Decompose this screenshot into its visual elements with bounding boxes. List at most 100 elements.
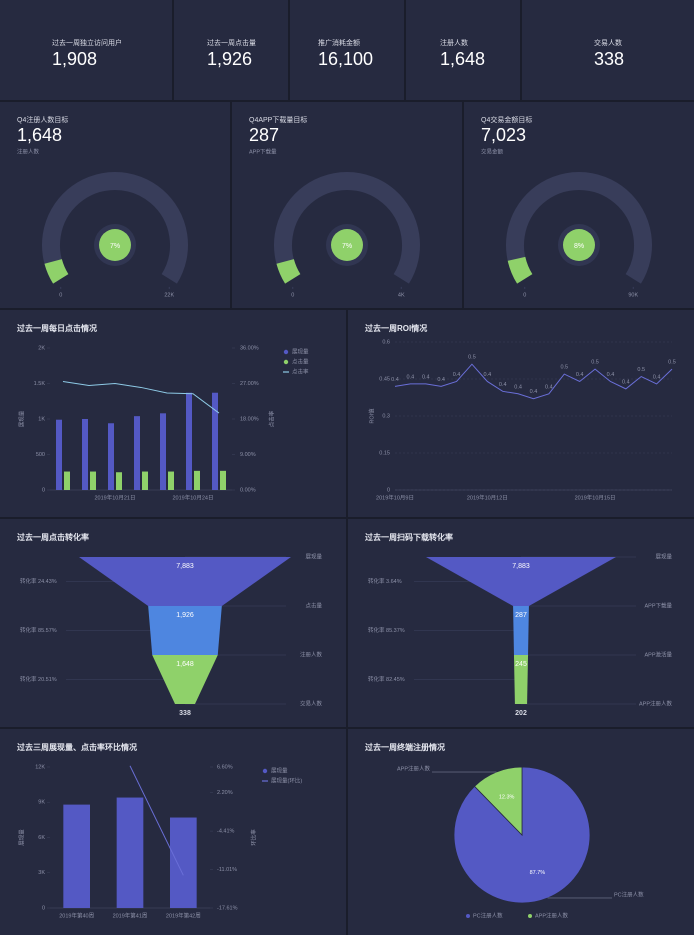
line <box>129 765 184 876</box>
gauge-track <box>274 172 420 284</box>
x-tick-label: 2019年第40周 <box>59 911 94 919</box>
kpi-label: 交易人数 <box>594 38 622 47</box>
bar <box>194 470 200 490</box>
panel <box>464 102 694 308</box>
chart-title: 过去三周展现量、点击率环比情况 <box>17 742 137 752</box>
bar <box>82 419 88 490</box>
x-tick-label: 2019年10月15日 <box>575 493 616 501</box>
panel <box>522 0 694 100</box>
bar <box>160 413 166 490</box>
data-label: 0.5 <box>468 355 476 361</box>
axis-label: ROI值 <box>367 408 375 424</box>
chart-title: 过去一周终端注册情况 <box>365 742 445 752</box>
data-label: 0.4 <box>391 377 399 383</box>
value-label: 338 <box>179 710 191 717</box>
conversion-label: 转化率 85.37% <box>368 626 405 634</box>
bar <box>90 471 96 490</box>
gauge-figure: 1,648 <box>17 125 62 145</box>
gauge-tick-label: 0 <box>59 292 62 298</box>
gauge-tick-label: 0 <box>523 292 526 298</box>
data-label: 0.4 <box>422 374 430 380</box>
bar <box>220 470 226 490</box>
axis-label: 点击率 <box>267 410 275 427</box>
kpi-value: 1,908 <box>52 49 97 69</box>
bar <box>134 416 140 490</box>
stage-name: 展现量 <box>305 553 322 560</box>
data-label: 0.5 <box>591 360 599 366</box>
stage-name: 点击量 <box>305 601 322 609</box>
conversion-label: 转化率 85.57% <box>20 626 57 634</box>
bar <box>64 471 70 490</box>
y-tick-label: -17.61% <box>217 905 238 911</box>
gauge-tick-label: 0 <box>291 292 294 298</box>
conversion-label: 转化率 20.51% <box>20 675 57 683</box>
x-tick-label: 2019年第42周 <box>166 911 201 919</box>
panel <box>0 0 172 100</box>
data-label: 0.4 <box>499 382 507 388</box>
gauge-hub <box>563 229 595 261</box>
y-tick-label: 0.3 <box>382 413 390 419</box>
data-label: 0.4 <box>622 379 630 385</box>
y-tick-label: -11.01% <box>217 867 237 873</box>
panel <box>348 310 694 517</box>
panel <box>406 0 520 100</box>
x-tick-label: 2019年10月12日 <box>467 493 508 501</box>
y-tick-label: 6.60% <box>217 764 233 770</box>
gauge-caption: 注册人数 <box>17 147 40 155</box>
y-tick-label: 3K <box>38 870 45 876</box>
y-tick-label: 6K <box>38 835 45 841</box>
bar <box>56 419 62 490</box>
panel <box>0 102 230 308</box>
gauge-title: Q4注册人数目标 <box>17 115 68 124</box>
y-tick-label: 500 <box>36 452 45 458</box>
data-label: 0.4 <box>545 384 553 390</box>
gauge-fill <box>276 258 301 284</box>
kpi-value: 1,648 <box>440 49 485 69</box>
bar <box>142 471 148 490</box>
y-tick-label: 9.00% <box>240 452 256 458</box>
data-label: 0.5 <box>637 367 645 373</box>
gauge-hub <box>331 229 363 261</box>
gauge-tick-label: 90K <box>628 292 638 298</box>
data-label: 0.4 <box>653 374 661 380</box>
gauge-fill <box>44 258 69 284</box>
legend-label: APP注册人数 <box>535 911 569 919</box>
kpi-label: 推广消耗金额 <box>318 38 360 47</box>
gauge-percent: 8% <box>574 243 584 250</box>
y-tick-label: 12K <box>35 764 45 770</box>
value-label: 1,926 <box>176 612 194 619</box>
y-tick-label: 0.6 <box>382 339 390 345</box>
bar <box>116 472 122 490</box>
funnel-stage <box>148 606 222 655</box>
y-tick-label: 27.00% <box>240 381 259 387</box>
x-tick-label: 2019年10月9日 <box>376 493 414 501</box>
y-tick-label: 1.5K <box>34 381 46 387</box>
bar <box>168 471 174 490</box>
y-tick-label: 9K <box>38 800 45 806</box>
data-label: 0.4 <box>576 372 584 378</box>
gauge-tick-label: 22K <box>164 292 174 298</box>
legend-marker <box>283 349 289 355</box>
line <box>394 363 673 400</box>
chart-title: 过去一周扫码下载转化率 <box>365 532 453 542</box>
funnel-stage <box>426 557 616 606</box>
legend-marker <box>528 914 532 918</box>
kpi-label: 过去一周独立访问用户 <box>52 38 122 47</box>
legend-marker <box>283 359 289 365</box>
value-label: 202 <box>515 710 527 717</box>
panel <box>232 102 462 308</box>
panel <box>174 0 288 100</box>
data-label: 0.4 <box>514 384 522 390</box>
stage-name: 展现量 <box>655 553 672 560</box>
gauge-title: Q4APP下载量目标 <box>249 115 307 124</box>
y-tick-label: 1K <box>38 416 45 422</box>
kpi-value: 1,926 <box>207 49 252 69</box>
gauge-track <box>42 172 188 284</box>
data-label: 0.4 <box>437 377 445 383</box>
gauge-figure: 7,023 <box>481 125 526 145</box>
stage-name: APP下载量 <box>644 601 672 609</box>
kpi-value: 338 <box>594 49 624 69</box>
chart-title: 过去一周ROI情况 <box>365 323 427 333</box>
gauge-caption: APP下载量 <box>249 147 277 155</box>
y-tick-label: 18.00% <box>240 416 259 422</box>
